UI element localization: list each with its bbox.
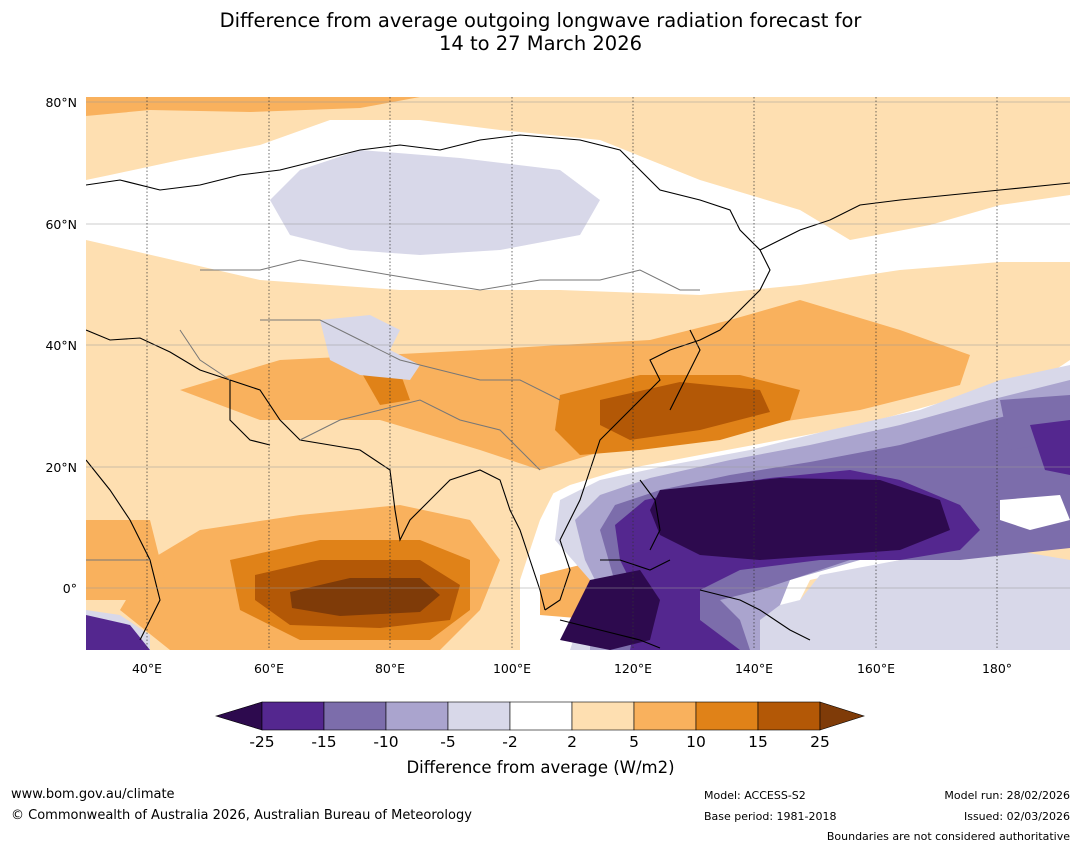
lon-label-140e: 140°E — [734, 661, 773, 676]
colorbar-tick: 15 — [748, 733, 768, 751]
colorbar-segment — [757, 701, 821, 731]
lon-label-180: 180° — [981, 661, 1013, 676]
lat-label-20n: 20°N — [45, 460, 77, 475]
negative-anomaly-fields — [86, 150, 1070, 650]
lat-label-60n: 60°N — [45, 217, 77, 232]
lat-label-0: 0° — [62, 581, 77, 596]
footer-disclaimer: Boundaries are not considered authoritat… — [826, 830, 1070, 843]
lon-label-100e: 100°E — [492, 661, 531, 676]
colorbar-tick: -2 — [502, 733, 518, 751]
lon-label-120e: 120°E — [613, 661, 652, 676]
country-boundary-icon — [86, 259, 700, 561]
colorbar-label: Difference from average (W/m2) — [406, 758, 675, 777]
colorbar-segment — [323, 701, 387, 731]
footer-base-period: Base period: 1981-2018 — [704, 810, 837, 823]
colorbar-tick: -15 — [311, 733, 337, 751]
colorbar-high-extension — [819, 701, 865, 731]
lon-label-40e: 40°E — [131, 661, 163, 676]
colorbar-segment — [571, 701, 635, 731]
forecast-map — [86, 97, 1070, 650]
colorbar-segment — [261, 701, 325, 731]
footer-issued: Issued: 02/03/2026 — [963, 810, 1070, 823]
title-line-2: 14 to 27 March 2026 — [438, 32, 643, 55]
lon-gridlines — [146, 97, 998, 650]
colorbar-segment — [447, 701, 511, 731]
colorbar — [214, 701, 865, 731]
coastline-icon — [86, 134, 1070, 649]
footer-model: Model: ACCESS-S2 — [704, 789, 806, 802]
chart-title: Difference from average outgoing longwav… — [0, 9, 1081, 55]
lon-label-160e: 160°E — [856, 661, 895, 676]
lat-label-40n: 40°N — [45, 338, 77, 353]
footer-model-run: Model run: 28/02/2026 — [944, 789, 1070, 802]
colorbar-tick: 2 — [567, 733, 577, 751]
colorbar-tick: -5 — [440, 733, 456, 751]
title-line-1: Difference from average outgoing longwav… — [219, 9, 862, 32]
lat-gridlines — [86, 101, 1070, 589]
colorbar-low-extension — [214, 701, 263, 731]
footer-copyright: © Commonwealth of Australia 2026, Austra… — [11, 808, 472, 823]
colorbar-segment — [385, 701, 449, 731]
lon-label-80e: 80°E — [374, 661, 406, 676]
lat-label-80n: 80°N — [45, 95, 77, 110]
colorbar-tick: 10 — [686, 733, 706, 751]
colorbar-segment — [695, 701, 759, 731]
lon-label-60e: 60°E — [253, 661, 285, 676]
colorbar-segment — [633, 701, 697, 731]
colorbar-tick: -25 — [249, 733, 275, 751]
colorbar-segment — [509, 701, 573, 731]
colorbar-tick: 25 — [810, 733, 830, 751]
footer-url[interactable]: www.bom.gov.au/climate — [11, 787, 175, 802]
colorbar-tick: -10 — [373, 733, 399, 751]
colorbar-tick: 5 — [629, 733, 639, 751]
